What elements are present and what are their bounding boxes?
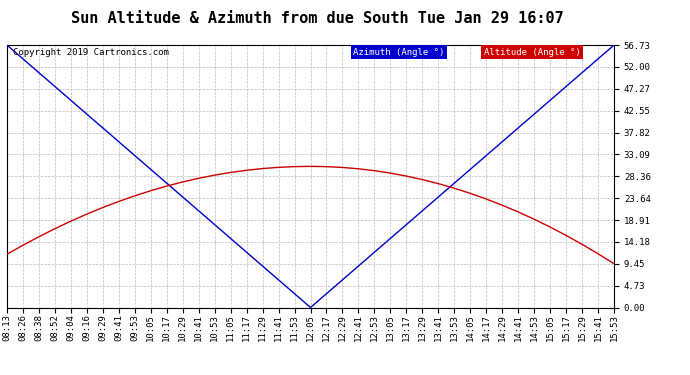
Text: Copyright 2019 Cartronics.com: Copyright 2019 Cartronics.com: [13, 48, 169, 57]
Text: Altitude (Angle °): Altitude (Angle °): [484, 48, 580, 57]
Text: Azimuth (Angle °): Azimuth (Angle °): [353, 48, 444, 57]
Text: Sun Altitude & Azimuth from due South Tue Jan 29 16:07: Sun Altitude & Azimuth from due South Tu…: [71, 11, 564, 26]
